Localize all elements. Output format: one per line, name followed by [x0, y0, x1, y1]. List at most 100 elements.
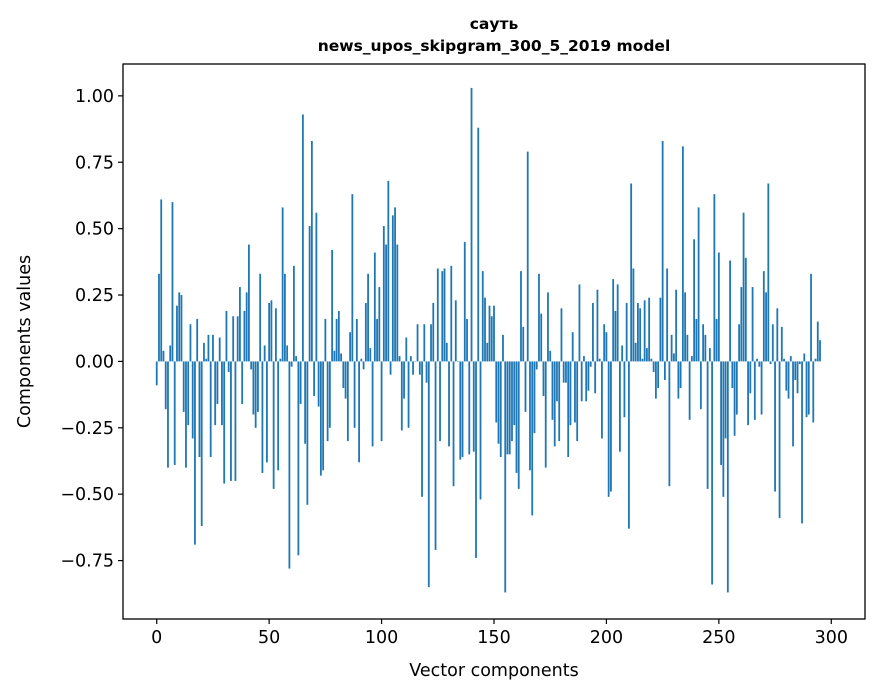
bar — [493, 305, 495, 362]
bar — [672, 353, 675, 362]
bar — [661, 141, 664, 362]
bar — [659, 297, 662, 362]
bar — [171, 202, 174, 362]
bar — [454, 300, 457, 362]
bar — [351, 194, 354, 362]
bar — [571, 332, 574, 362]
bar — [463, 241, 466, 362]
bar — [398, 356, 401, 362]
bar — [553, 361, 556, 447]
x-tick-label: 100 — [365, 628, 398, 648]
bar — [281, 207, 284, 362]
x-tick-label: 150 — [477, 628, 510, 648]
bar — [470, 87, 473, 362]
bar — [614, 310, 617, 362]
bar — [744, 257, 747, 362]
bar — [540, 313, 543, 362]
bar — [275, 308, 277, 362]
bar — [731, 361, 734, 388]
bar — [663, 361, 666, 381]
bar — [317, 361, 320, 407]
bar — [774, 361, 776, 492]
bar — [798, 361, 801, 365]
bar — [421, 361, 423, 497]
bar — [693, 239, 696, 362]
bar — [630, 183, 633, 362]
bar — [230, 361, 232, 481]
bar — [263, 345, 266, 362]
bar — [769, 361, 772, 365]
bar — [380, 361, 383, 442]
bar — [789, 356, 792, 362]
bar — [283, 273, 286, 362]
bar — [364, 303, 367, 362]
bar — [650, 358, 653, 362]
bar — [562, 361, 565, 383]
x-tick-label: 0 — [151, 628, 162, 648]
bar — [578, 284, 581, 362]
bar — [648, 297, 651, 362]
bar — [801, 361, 803, 524]
bar — [216, 361, 219, 404]
bar — [524, 361, 527, 412]
bar — [382, 225, 385, 362]
bar — [418, 361, 421, 375]
bar — [396, 244, 399, 362]
bar — [585, 361, 588, 402]
bar — [699, 361, 702, 410]
bar — [711, 361, 713, 585]
bar — [376, 318, 378, 362]
bar — [385, 244, 387, 362]
bar — [760, 361, 763, 415]
bar — [765, 292, 767, 362]
bar — [610, 361, 612, 492]
bar — [589, 361, 592, 367]
bar — [412, 361, 414, 375]
bar — [203, 342, 205, 362]
bar — [448, 361, 450, 447]
bar — [628, 361, 630, 529]
bar — [758, 361, 761, 367]
bar — [221, 361, 223, 426]
bar — [477, 127, 480, 362]
bar — [340, 353, 342, 362]
bar — [310, 141, 313, 362]
bar — [292, 265, 295, 362]
bar — [549, 350, 552, 362]
bar — [268, 303, 271, 362]
bar — [551, 361, 554, 420]
bar — [565, 361, 567, 383]
bar — [704, 334, 707, 362]
bar — [803, 353, 806, 362]
bar — [252, 361, 255, 415]
bar — [542, 361, 545, 396]
x-axis-ticks: 0 50 100 150 200 250 300 — [151, 619, 848, 648]
bar — [816, 321, 819, 362]
bar — [654, 361, 657, 399]
x-tick-label: 50 — [258, 628, 280, 648]
bar — [681, 146, 684, 362]
bar — [358, 361, 360, 463]
bar — [686, 334, 689, 362]
bar — [603, 324, 606, 362]
bar — [333, 350, 336, 362]
bar — [315, 212, 318, 362]
bar — [625, 303, 628, 362]
bar — [735, 361, 738, 415]
bar — [726, 361, 729, 593]
bar — [178, 292, 181, 362]
bar — [515, 361, 518, 473]
bar — [497, 361, 500, 444]
bar — [223, 361, 226, 484]
bar — [632, 268, 635, 362]
y-tick-label: −0.25 — [60, 419, 114, 439]
bar — [715, 318, 718, 362]
bar — [288, 361, 291, 569]
bar — [313, 361, 316, 396]
bar — [409, 356, 412, 362]
bar — [328, 361, 331, 428]
bar — [430, 324, 432, 362]
bar — [250, 361, 253, 370]
bar — [295, 356, 298, 362]
bar — [445, 342, 448, 362]
